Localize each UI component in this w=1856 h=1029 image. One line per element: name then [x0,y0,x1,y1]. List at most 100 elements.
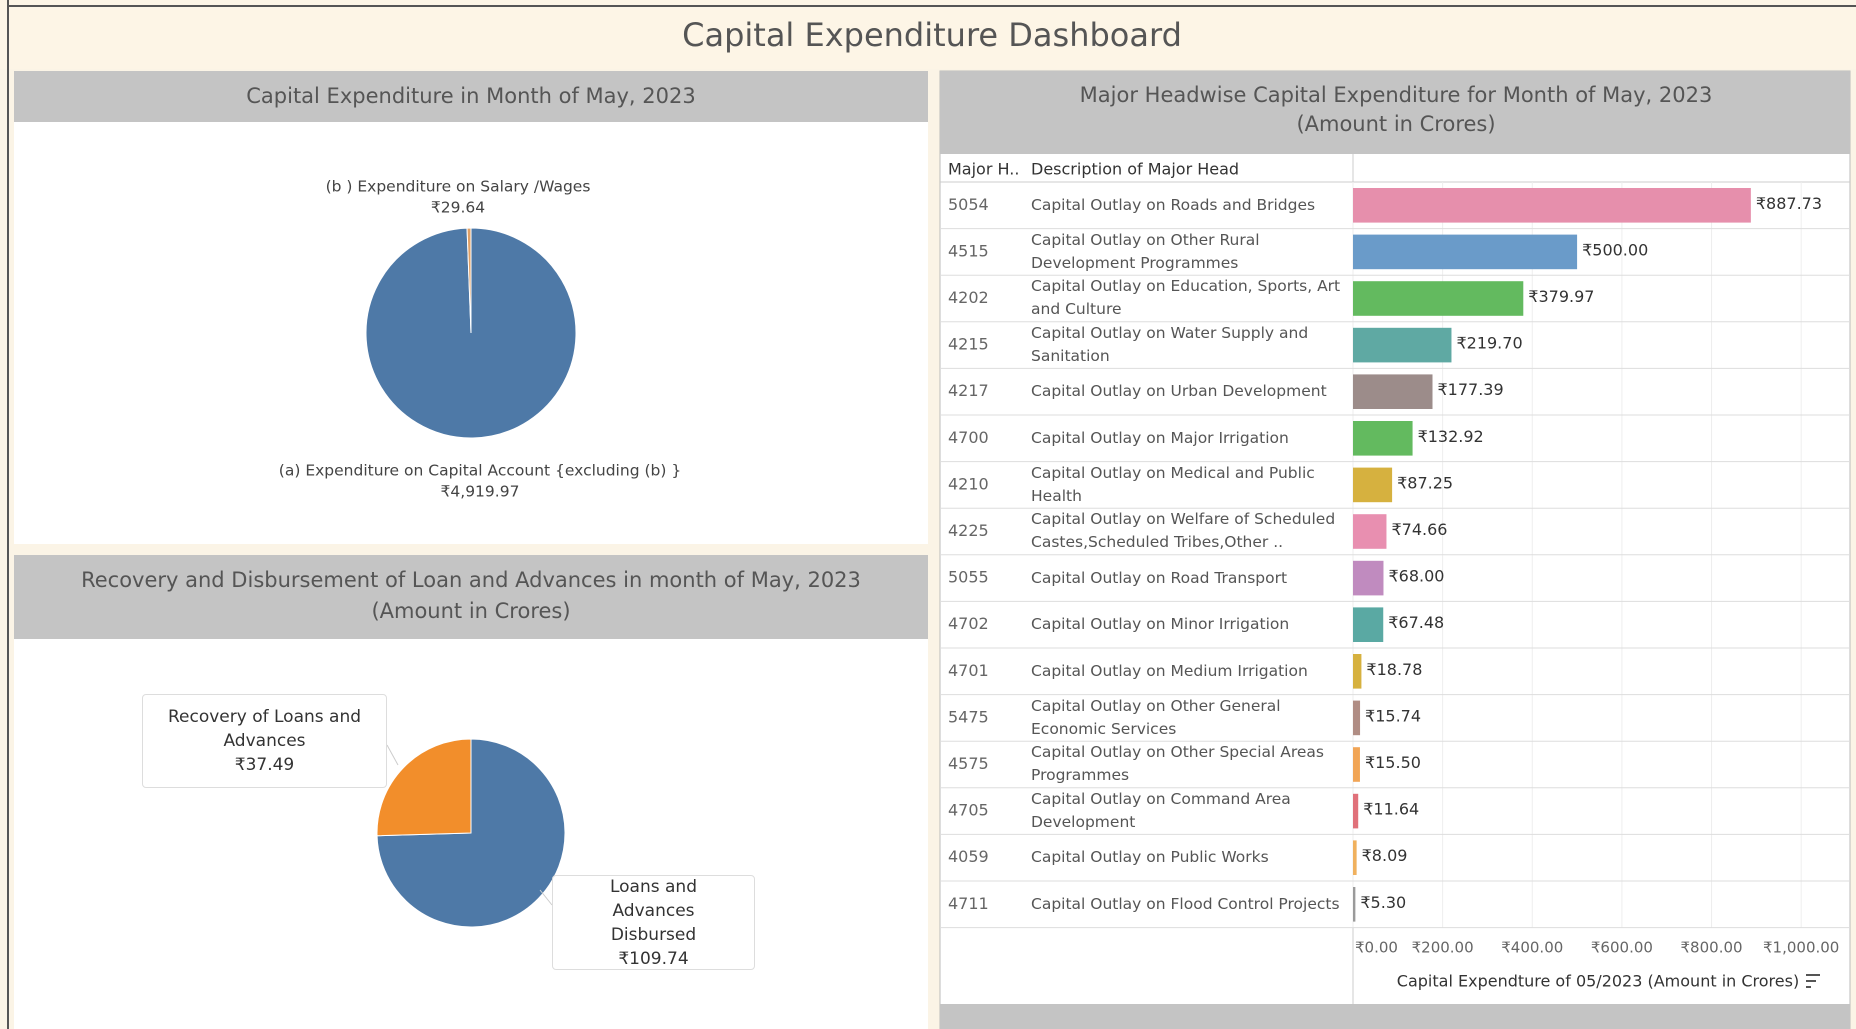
value-label: ₹379.97 [1528,287,1594,306]
callout: Loans and Advances Disbursed ₹109.74 [552,875,755,970]
bar [1353,234,1578,270]
pie-slice [466,227,472,334]
row-code: 4515 [948,241,989,260]
value-label: ₹18.78 [1366,660,1422,679]
panel-subtitle: (Amount in Crores) [371,599,570,623]
row-code: 4225 [948,521,989,540]
row-description: Capital Outlay on Roads and Bridges [1031,195,1316,214]
value-label: ₹15.50 [1365,753,1421,772]
x-axis-title: Capital Expendture of 05/2023 (Amount in… [1397,972,1799,991]
value-label: ₹887.73 [1756,194,1822,213]
slice-value-label: ₹37.49 [234,755,295,775]
row-description: Capital Outlay on Water Supply and Sanit… [1031,324,1309,366]
value-label: ₹67.48 [1388,613,1444,632]
row-description: Capital Outlay on Command Area Developme… [1031,790,1291,832]
slice-label: (b ) Expenditure on Salary /Wages [326,178,591,196]
value-label: ₹8.09 [1362,846,1408,865]
panel-footer [940,1004,1850,1029]
value-label: ₹74.66 [1391,520,1447,539]
row-description: Capital Outlay on Road Transport [1031,568,1288,587]
column-header: Major H.. [948,160,1019,179]
panel-header [14,555,928,639]
row-description: Capital Outlay on Other Rural Developmen… [1031,230,1260,272]
bar [1353,654,1362,689]
value-label: ₹132.92 [1418,427,1484,446]
panel-title: Capital Expenditure in Month of May, 202… [246,84,695,108]
row-description: Capital Outlay on Public Works [1031,848,1269,867]
row-description: Capital Outlay on Other General Economic… [1031,696,1281,738]
bar [1353,514,1387,549]
row-code: 4705 [948,801,989,820]
row-description: Capital Outlay on Flood Control Projects [1031,894,1340,913]
row-code: 4059 [948,847,989,866]
bar [1353,188,1751,223]
pie-slice [376,738,472,837]
bar [1353,840,1357,875]
row-description: Capital Outlay on Welfare of Scheduled C… [1031,510,1336,552]
pie-slice [376,738,566,928]
callout-leader [386,744,399,766]
row-description: Capital Outlay on Medical and Public Hea… [1031,463,1315,505]
row-code: 4202 [948,288,989,307]
bar [1353,467,1393,503]
row-code: 4575 [948,754,989,773]
callout: Recovery of Loans and Advances ₹37.49 [142,694,387,788]
panel-header [940,71,1850,154]
row-code: 4217 [948,381,989,400]
sort-icon [1806,974,1820,988]
x-tick-label: ₹600.00 [1591,939,1653,957]
x-tick-label: ₹0.00 [1355,939,1398,957]
bar [1353,607,1384,642]
callout-leader [539,889,553,906]
row-description: Capital Outlay on Urban Development [1031,382,1327,401]
bar [1353,700,1361,736]
slice-value-label: ₹4,919.97 [441,483,520,501]
slice-value-label: ₹29.64 [431,199,485,217]
row-description: Capital Outlay on Medium Irrigation [1031,661,1308,680]
bar [1353,887,1356,922]
panel-title: Recovery and Disbursement of Loan and Ad… [81,568,861,592]
column-header: Description of Major Head [1031,160,1239,179]
dashboard-title: Capital Expenditure Dashboard [682,16,1182,54]
x-tick-label: ₹800.00 [1681,939,1743,957]
row-code: 4700 [948,428,989,447]
row-description: Capital Outlay on Other Special Areas Pr… [1031,743,1324,785]
bar [1353,793,1359,829]
row-code: 4701 [948,661,989,680]
x-tick-label: ₹200.00 [1412,939,1474,957]
x-tick-label: ₹1,000.00 [1763,939,1839,957]
value-label: ₹219.70 [1456,334,1522,353]
row-description: Capital Outlay on Minor Irrigation [1031,615,1290,634]
value-label: ₹87.25 [1397,473,1453,492]
slice-label: (a) Expenditure on Capital Account {excl… [279,462,681,480]
value-label: ₹68.00 [1388,567,1444,586]
bar [1353,421,1413,456]
row-code: 4702 [948,614,989,633]
value-label: ₹500.00 [1582,240,1648,259]
row-description: Capital Outlay on Major Irrigation [1031,428,1289,447]
row-code: 5055 [948,568,989,587]
panel [939,70,1851,1029]
row-code: 4210 [948,474,989,493]
bar [1353,281,1524,316]
panel-title: Major Headwise Capital Expenditure for M… [1080,83,1713,107]
slice-label: Recovery of Loans and Advances [167,707,362,751]
value-label: ₹177.39 [1438,380,1504,399]
slice-value-label: ₹109.74 [618,948,689,969]
panel-header [14,71,928,122]
bar [1353,374,1433,409]
bar [1353,747,1360,782]
row-description: Capital Outlay on Education, Sports, Art… [1031,277,1341,319]
value-label: ₹15.74 [1365,706,1421,725]
row-code: 5054 [948,195,989,214]
title-band [0,0,1856,69]
row-code: 4711 [948,894,989,913]
slice-label: Loans and Advances Disbursed [609,876,697,945]
row-code: 5475 [948,707,989,726]
bar [1353,327,1452,363]
bar [1353,560,1384,596]
value-label: ₹5.30 [1360,893,1406,912]
panel-subtitle: (Amount in Crores) [1296,112,1495,136]
